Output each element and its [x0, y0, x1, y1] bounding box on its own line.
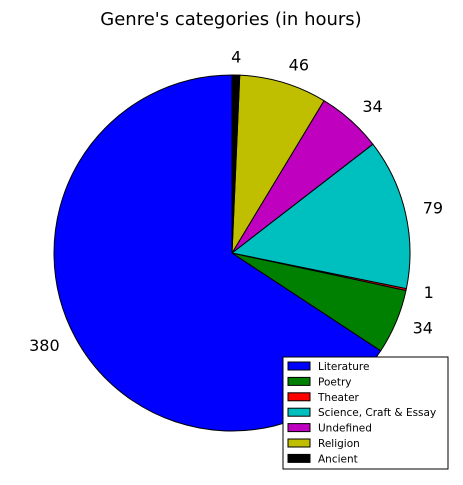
legend-swatch-poetry	[287, 376, 311, 386]
legend-items: Literature Poetry Theater Science, Craft & …	[287, 361, 436, 465]
legend: Literature Poetry Theater Science, Craft & …	[282, 356, 449, 470]
pie-slices	[53, 74, 411, 432]
legend-label-poetry: Poetry	[318, 376, 352, 388]
legend-label-ancient: Ancient	[318, 453, 358, 465]
pie-slice-science-craft-essay	[231, 143, 411, 290]
pie-value-labels: 380 34 1 79 34 46 4	[29, 47, 443, 355]
value-label-theater: 1	[424, 283, 434, 302]
legend-label-literature: Literature	[318, 361, 369, 373]
legend-swatch-science-craft-essay	[287, 407, 311, 417]
legend-label-religion: Religion	[318, 438, 360, 450]
pie-slice-ancient	[231, 74, 241, 254]
legend-swatch-ancient	[287, 453, 311, 463]
value-label-undefined: 34	[362, 97, 382, 116]
value-label-literature: 380	[29, 336, 60, 355]
legend-swatch-literature	[287, 361, 311, 371]
value-label-science-craft-essay: 79	[423, 199, 443, 218]
value-label-ancient: 4	[231, 47, 241, 66]
legend-swatch-undefined	[287, 423, 311, 433]
value-label-religion: 46	[289, 56, 309, 75]
legend-swatch-theater	[287, 392, 311, 402]
chart-title: Genre's categories (in hours)	[100, 9, 361, 30]
pie-slice-religion	[231, 74, 325, 254]
legend-swatch-religion	[287, 438, 311, 448]
value-label-poetry: 34	[413, 319, 433, 338]
legend-label-theater: Theater	[317, 392, 360, 404]
legend-label-science-craft-essay: Science, Craft & Essay	[318, 407, 436, 419]
legend-label-undefined: Undefined	[318, 423, 372, 435]
